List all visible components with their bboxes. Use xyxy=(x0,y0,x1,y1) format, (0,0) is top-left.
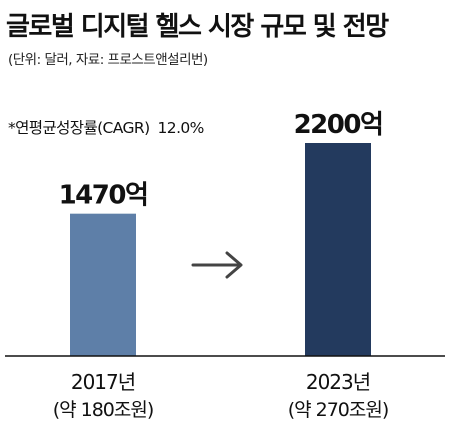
chart-subtitle: (단위: 달러, 자료: 프로스트앤설리번) xyxy=(8,52,208,68)
bar-2 xyxy=(305,143,371,356)
category-label-1: 2017년 xyxy=(71,370,135,394)
chart-title: 글로벌 디지털 헬스 시장 규모 및 전망 xyxy=(6,12,389,42)
right-arrow-icon xyxy=(225,251,243,279)
bar-1 xyxy=(70,213,136,356)
bar-value-label-2: 2200억 xyxy=(294,110,383,140)
cagr-label: *연평균성장률(CAGR) xyxy=(8,119,150,137)
bar-value-label-1: 1470억 xyxy=(59,181,148,211)
cagr-value: 12.0% xyxy=(157,119,205,137)
category-note-1: (약 180조원) xyxy=(53,399,154,421)
category-label-2: 2023년 xyxy=(306,370,370,394)
cagr-annotation: *연평균성장률(CAGR) 12.0% xyxy=(8,116,204,138)
category-note-2: (약 270조원) xyxy=(288,399,389,421)
